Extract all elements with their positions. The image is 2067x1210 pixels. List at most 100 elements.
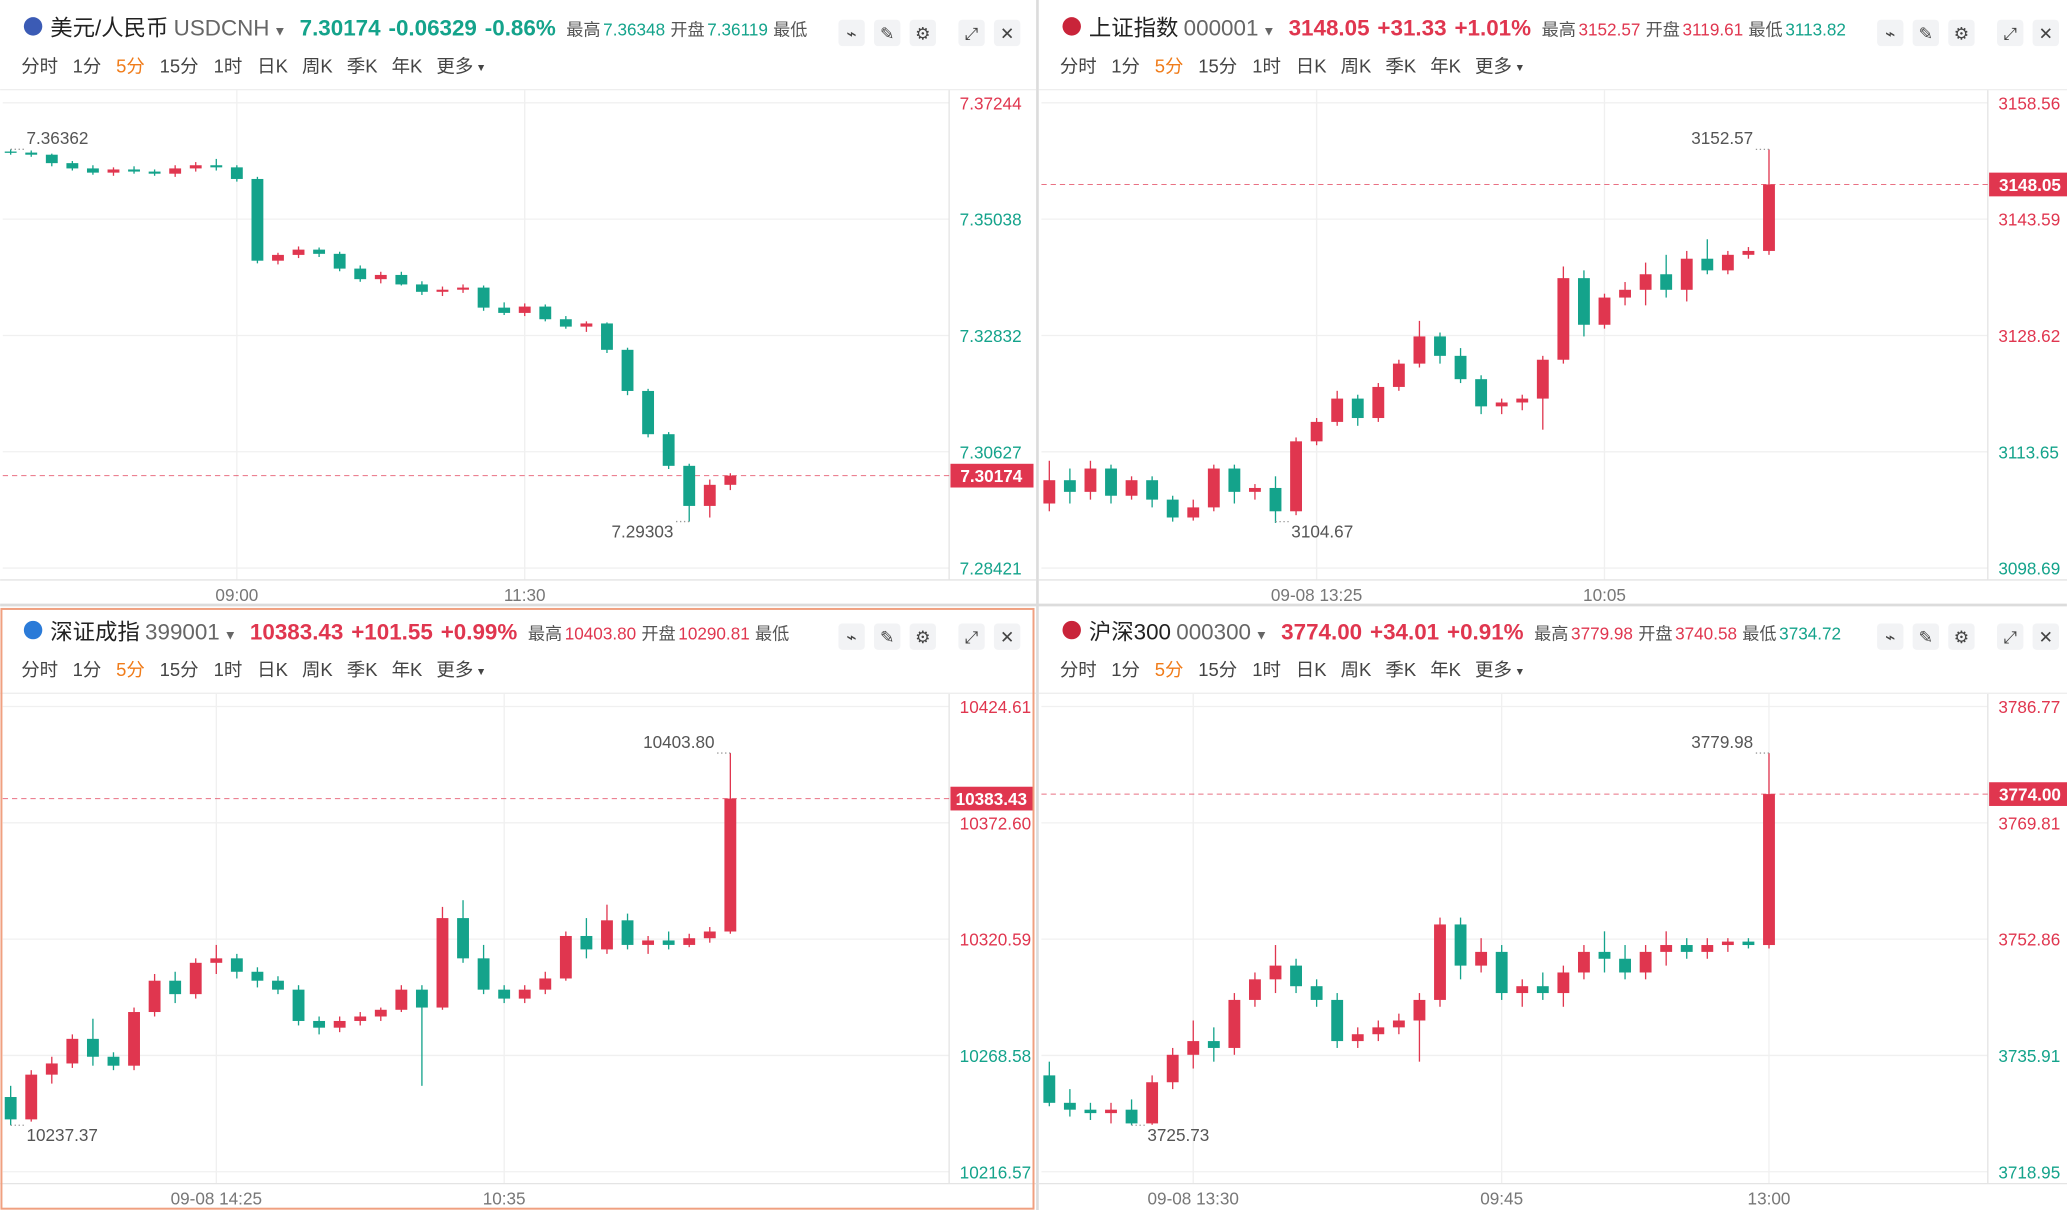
candle-body [1660,274,1673,290]
timeframe-tab[interactable]: 分时 [1060,659,1097,680]
candle-body [251,178,264,261]
timeframe-tab[interactable]: 分时 [21,659,58,680]
timeframe-tab[interactable]: 年K [392,659,423,680]
tool-button[interactable] [993,19,1021,47]
annotation-label: 7.29303 [611,521,673,541]
timeframe-tab[interactable]: 更多 [436,659,473,680]
tool-button[interactable] [838,623,865,650]
stat-label: 开盘 [670,20,704,40]
y-tick-label: 3143.59 [1998,210,2060,230]
candle-body [1454,924,1467,966]
tool-button[interactable] [2032,623,2059,650]
chart-panel: 3786.77 3769.81 3752.86 3735.91 3718.95 09-08… [1038,608,2067,1209]
timeframe-tab[interactable]: 1分 [1111,659,1140,680]
tool-button[interactable] [1912,623,1940,650]
tool-button[interactable] [1912,19,1940,47]
timeframe-tab[interactable]: 1分 [73,659,102,680]
timeframe-tab[interactable]: 15分 [160,659,199,680]
candle-body [1619,958,1631,973]
tool-icon: ✎ [880,627,894,647]
header: 美元/人民币 USDCNH ▼ 7.30174 -0.06329 -0.86% 最高 7.36… [50,16,807,41]
tool-button[interactable] [1877,19,1904,47]
tool-icon: ⤢ [2003,627,2017,647]
timeframe-tab[interactable]: 周K [302,55,333,76]
stat-value: 3152.57 [1578,20,1640,40]
candle-body [230,167,243,179]
timeframe-tab[interactable]: 15分 [1198,659,1237,680]
tool-button[interactable] [2032,19,2059,47]
tool-button[interactable] [1948,19,1975,47]
timeframe-tab[interactable]: 5分 [116,659,145,680]
dropdown-arrow: ▼ [224,627,237,642]
candle-body [1063,480,1076,492]
timeframe-tab[interactable]: 季K [1385,659,1416,680]
timeframe-tab[interactable]: 季K [347,55,378,76]
timeframe-tab[interactable]: 更多 [1475,55,1512,76]
timeframe-tab[interactable]: 更多 [436,55,473,76]
candle-body [1516,398,1529,403]
tool-button[interactable] [874,623,901,650]
tool-button[interactable] [909,623,936,650]
timeframe-tab[interactable]: 周K [302,659,333,680]
timeframe-tab[interactable]: 周K [1341,55,1372,76]
tool-icon: ⤢ [965,24,979,44]
timeframe-tab[interactable]: 5分 [1155,659,1184,680]
timeframe-tab[interactable]: 分时 [1060,55,1097,76]
timeframe-tab[interactable]: 1时 [1252,659,1281,680]
candle-body [251,971,264,981]
candle-body [374,274,387,280]
candle-body [1413,999,1426,1021]
timeframe-tab[interactable]: 15分 [1198,55,1237,76]
timeframe-tab[interactable]: 5分 [116,55,145,76]
timeframe-tab[interactable]: 5分 [1155,55,1184,76]
timeframe-tab[interactable]: 1时 [214,659,243,680]
tool-button[interactable] [874,19,901,47]
dropdown-arrow: ▼ [476,62,486,74]
timeframe-tab[interactable]: 日K [257,55,288,76]
timeframe-tab[interactable]: 分时 [21,55,58,76]
timeframe-tab[interactable]: 季K [1385,55,1416,76]
last-price-box [950,786,1034,811]
timeframe-tab[interactable]: 1时 [214,55,243,76]
timeframe-tab[interactable]: 1时 [1252,55,1281,76]
candle-body [1516,986,1529,994]
timeframe-tab[interactable]: 1分 [1111,55,1140,76]
timeframe-tab[interactable]: 1分 [73,55,102,76]
tool-button[interactable] [958,19,985,47]
timeframe-tab[interactable]: 年K [392,55,423,76]
candle-body [1043,1075,1056,1103]
tool-button[interactable] [909,19,936,47]
tool-button[interactable] [1997,19,2024,47]
instrument-code: 399001 [145,619,220,644]
x-tick-label: 11:30 [504,585,546,605]
tool-button[interactable] [1997,623,2024,650]
price: 10383.43 [250,619,343,644]
tool-button[interactable] [1877,623,1904,650]
candle-body [1166,1054,1179,1083]
timeframe-tab[interactable]: 周K [1341,659,1372,680]
stat-value: 3119.61 [1683,20,1744,40]
candle-body [1125,1109,1138,1124]
candle-body [1043,480,1056,504]
tool-button[interactable] [993,623,1021,650]
timeframe-tab[interactable]: 日K [1296,55,1327,76]
candle-body [1187,507,1200,518]
candle-body [1763,794,1775,946]
timeframe-tab[interactable]: 日K [257,659,288,680]
instrument-code: USDCNH [174,16,270,41]
timeframe-tab[interactable]: 年K [1430,659,1461,680]
tool-button[interactable] [958,623,985,650]
candle-body [292,249,305,255]
timeframe-tab[interactable]: 季K [347,659,378,680]
timeframe-tab[interactable]: 15分 [160,55,199,76]
candle-body [1475,951,1488,966]
candle-body [169,980,182,995]
tool-button[interactable] [838,19,865,47]
tool-icon: ✎ [880,24,894,44]
candle-body [374,1009,387,1017]
timeframe-tab[interactable]: 更多 [1475,659,1512,680]
candle-body [1146,480,1159,500]
tool-button[interactable] [1948,623,1975,650]
timeframe-tab[interactable]: 日K [1296,659,1327,680]
timeframe-tab[interactable]: 年K [1430,55,1461,76]
